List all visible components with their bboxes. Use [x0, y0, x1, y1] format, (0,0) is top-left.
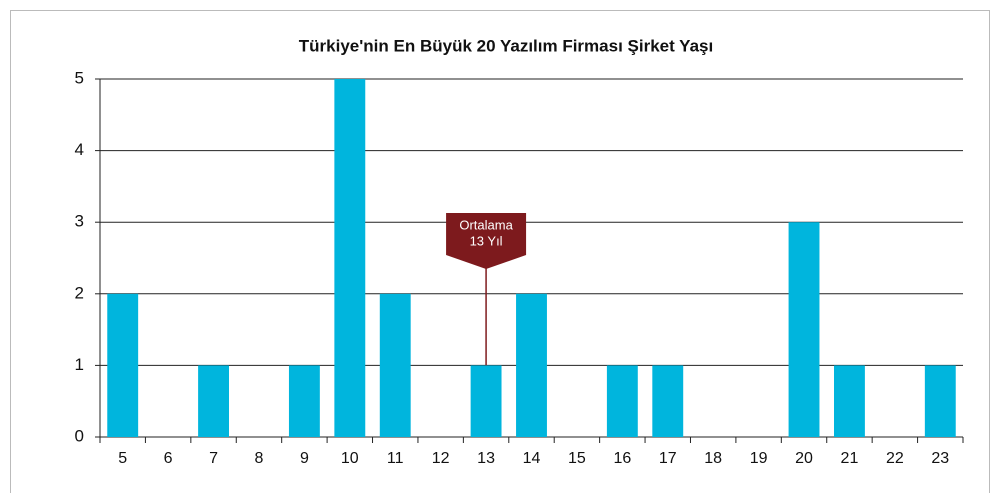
bar: [652, 365, 684, 437]
annotation-text: Ortalama: [459, 217, 513, 232]
bar: [606, 365, 638, 437]
bar: [788, 222, 820, 437]
bar: [924, 365, 956, 437]
x-tick-label: 14: [523, 450, 541, 467]
x-tick-label: 5: [118, 450, 127, 467]
x-tick-label: 13: [477, 450, 495, 467]
x-tick-label: 22: [886, 450, 904, 467]
y-tick-label: 3: [75, 212, 84, 231]
bar: [470, 365, 502, 437]
x-tick-label: 17: [659, 450, 677, 467]
frame: [10, 10, 990, 493]
y-tick-label: 2: [75, 283, 84, 302]
x-tick-label: 20: [795, 450, 813, 467]
y-tick-label: 4: [75, 140, 84, 159]
bar: [198, 365, 229, 437]
bar: [516, 293, 547, 437]
x-tick-label: 10: [341, 450, 359, 467]
annotation-marker: [446, 213, 527, 269]
annotation-text: 13 Yıl: [470, 233, 503, 248]
bar: [834, 365, 865, 437]
x-tick-label: 16: [613, 450, 631, 467]
x-tick-label: 6: [164, 450, 173, 467]
bar: [107, 293, 139, 437]
x-tick-label: 9: [300, 450, 309, 467]
x-tick-label: 19: [750, 450, 768, 467]
y-tick-label: 5: [75, 68, 84, 87]
x-tick-label: 23: [931, 450, 949, 467]
x-tick-label: 8: [255, 450, 264, 467]
bar: [288, 365, 320, 437]
x-tick-label: 18: [704, 450, 722, 467]
x-tick-label: 15: [568, 450, 586, 467]
x-tick-label: 21: [841, 450, 859, 467]
x-tick-label: 11: [387, 450, 404, 467]
bar: [334, 79, 366, 437]
bar: [379, 293, 411, 437]
x-tick-label: 7: [209, 450, 218, 467]
chart-title: Türkiye'nin En Büyük 20 Yazılım Firması …: [299, 36, 713, 55]
x-tick-label: 12: [432, 450, 450, 467]
y-tick-label: 0: [75, 426, 84, 445]
y-tick-label: 1: [75, 355, 84, 374]
